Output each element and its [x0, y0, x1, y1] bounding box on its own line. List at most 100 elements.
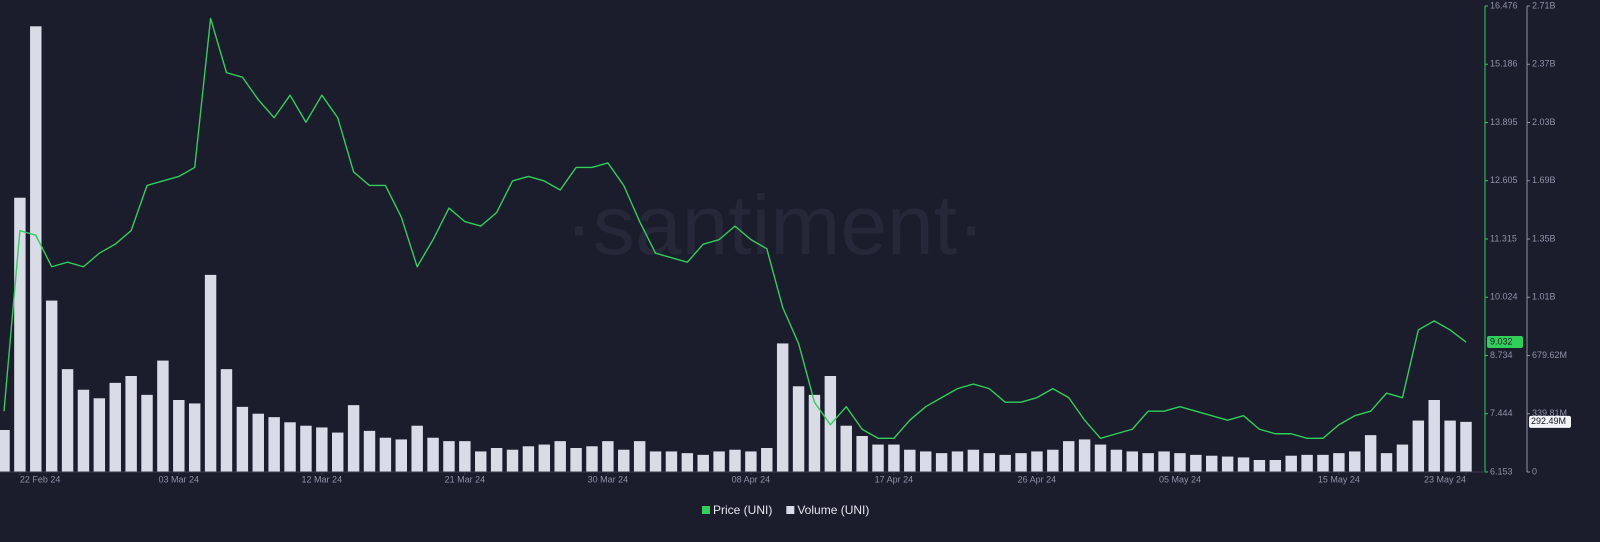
x-tick-label: 03 Mar 24: [159, 474, 200, 484]
volume-bar: [284, 422, 296, 472]
volume-bar: [93, 398, 106, 472]
volume-bar: [618, 449, 630, 472]
volume-bar: [363, 430, 376, 472]
volume-bar: [1253, 460, 1266, 472]
volume-bar: [808, 394, 821, 472]
volume-bar: [729, 449, 741, 472]
y-tick-label: 6.153: [1490, 466, 1513, 476]
x-tick-label: 15 May 24: [1318, 474, 1360, 484]
volume-bar: [649, 451, 662, 472]
volume-bar: [1047, 449, 1059, 472]
x-tick-label: 12 Mar 24: [302, 474, 343, 484]
volume-bar: [1110, 449, 1123, 472]
y-tick-label: 16.476: [1490, 0, 1518, 10]
volume-bar: [427, 437, 439, 472]
volume-bar: [856, 436, 868, 472]
volume-bar: [1333, 453, 1345, 472]
volume-bar: [665, 451, 678, 472]
volume-bar: [904, 449, 916, 472]
volume-bar: [157, 360, 169, 472]
volume-bar: [252, 413, 264, 472]
volume-bar: [141, 394, 153, 472]
volume-bar: [633, 441, 646, 472]
volume-last-badge: [1529, 415, 1571, 428]
volume-bar: [872, 444, 884, 472]
volume-bar: [61, 369, 74, 472]
volume-bar: [220, 369, 233, 472]
volume-bar: [490, 448, 503, 472]
volume-bar: [395, 439, 408, 472]
volume-bar: [1078, 439, 1091, 472]
volume-bar: [1142, 453, 1154, 472]
volume-bar: [459, 441, 471, 472]
volume-bar: [331, 432, 344, 472]
volume-last-label: 292.49M: [1531, 416, 1566, 426]
y2-tick-label: 1.01B: [1532, 292, 1556, 302]
volume-bar: [236, 406, 249, 472]
volume-bar: [1349, 451, 1361, 472]
volume-bar: [1428, 400, 1440, 472]
volume-bar: [1285, 455, 1297, 472]
volume-bar: [109, 382, 121, 472]
y-tick-label: 10.024: [1490, 292, 1518, 302]
volume-bar: [379, 437, 392, 472]
volume-bar: [30, 26, 42, 473]
y2-tick-label: 679.62M: [1532, 350, 1567, 360]
volume-bar: [1444, 420, 1456, 472]
volume-bar: [919, 451, 932, 472]
legend-swatch: [702, 506, 710, 514]
volume-bar: [204, 274, 217, 472]
volume-bar: [1062, 441, 1075, 472]
volume-bar: [125, 376, 137, 472]
volume-bar: [173, 400, 185, 472]
volume-bar: [761, 448, 773, 472]
y2-tick-label: 2.37B: [1532, 59, 1556, 69]
volume-bar: [316, 427, 328, 472]
volume-bar: [1094, 444, 1107, 472]
volume-bar: [1206, 455, 1218, 472]
volume-bar: [951, 451, 964, 472]
volume-bar: [999, 454, 1011, 472]
y-tick-label: 15.186: [1490, 59, 1518, 69]
price-last-badge: [1487, 336, 1523, 349]
watermark: ·santiment·: [565, 178, 985, 272]
y2-tick-label: 2.71B: [1532, 0, 1556, 10]
y2-tick-label: 339.81M: [1532, 408, 1567, 418]
volume-bar: [188, 403, 201, 472]
volume-bar: [888, 444, 900, 472]
volume-bar: [840, 425, 852, 472]
volume-bar: [14, 197, 26, 473]
volume-bar: [538, 444, 551, 472]
volume-bar: [1364, 435, 1377, 472]
x-tick-label: 21 Mar 24: [445, 474, 486, 484]
x-tick-label: 22 Feb 24: [20, 474, 61, 484]
volume-bar: [1126, 451, 1139, 472]
volume-bar: [45, 300, 58, 472]
volume-bar: [935, 453, 948, 472]
y-tick-label: 8.734: [1490, 350, 1513, 360]
volume-bar: [77, 389, 90, 472]
volume-bar: [967, 449, 980, 472]
y-tick-label: 11.315: [1490, 233, 1517, 243]
volume-bar: [1412, 420, 1425, 472]
volume-bar: [713, 451, 725, 472]
legend-label: Volume (UNI): [797, 503, 869, 517]
price-line: [3, 17, 1467, 439]
x-tick-label: 30 Mar 24: [588, 474, 629, 484]
x-tick-label: 08 Apr 24: [732, 474, 771, 484]
volume-bar: [1190, 454, 1202, 472]
volume-bar: [1015, 453, 1027, 472]
volume-bar: [1460, 421, 1472, 472]
plot-area: [0, 17, 1472, 473]
x-tick-label: 05 May 24: [1159, 474, 1201, 484]
volume-bar: [0, 430, 10, 472]
x-tick-label: 23 May 24: [1424, 474, 1466, 484]
volume-bar: [300, 425, 312, 472]
volume-bar: [1396, 444, 1409, 472]
volume-bar: [1031, 451, 1043, 472]
volume-bar: [745, 451, 757, 472]
y2-tick-label: 1.69B: [1532, 175, 1556, 185]
volume-bar: [268, 417, 280, 472]
